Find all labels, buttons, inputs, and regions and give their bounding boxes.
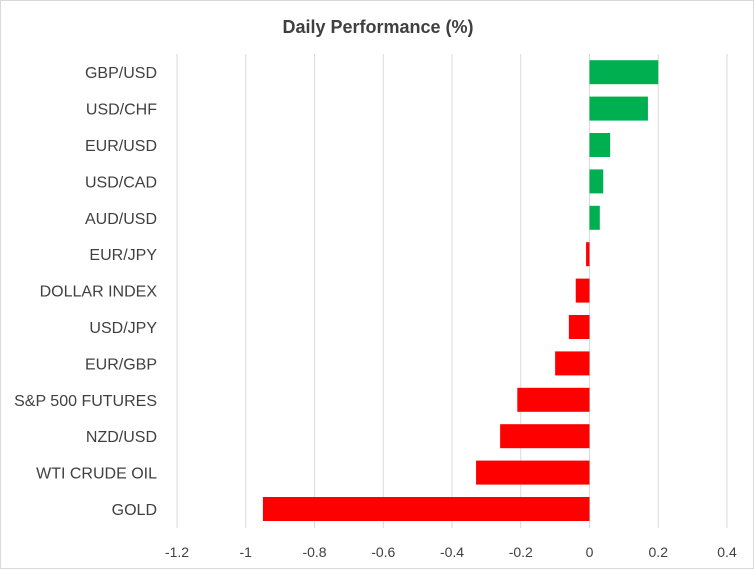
category-label: USD/CHF — [86, 102, 157, 119]
category-label: NZD/USD — [86, 429, 157, 446]
category-label: AUD/USD — [85, 211, 157, 228]
bar — [262, 497, 590, 521]
bar — [589, 205, 600, 230]
x-tick-label: 0 — [586, 544, 594, 560]
bar — [555, 351, 590, 376]
bar — [589, 169, 604, 194]
category-label: DOLLAR INDEX — [40, 284, 158, 301]
category-label: USD/JPY — [89, 320, 157, 337]
bar — [476, 460, 590, 485]
x-tick-labels: -1.2 -1 -0.8 -0.6 -0.4 -0.2 0 0.2 0.4 — [165, 544, 737, 560]
x-tick-label: -0.8 — [302, 544, 326, 560]
x-tick-label: -0.4 — [440, 544, 464, 560]
bar — [586, 242, 590, 267]
bar — [517, 387, 590, 412]
bars — [262, 60, 659, 521]
category-label: S&P 500 FUTURES — [14, 393, 157, 410]
category-label: GBP/USD — [85, 65, 157, 82]
category-label: USD/CAD — [85, 174, 157, 191]
x-tick-label: -0.2 — [509, 544, 533, 560]
bar — [589, 60, 659, 85]
x-tick-label: -0.6 — [371, 544, 395, 560]
x-tick-label: -1.2 — [165, 544, 189, 560]
category-label: EUR/GBP — [85, 356, 157, 373]
bar — [575, 278, 590, 303]
gridlines — [176, 54, 728, 528]
bar — [589, 133, 611, 157]
bar — [568, 315, 590, 339]
category-labels: GBP/USD USD/CHF EUR/USD USD/CAD AUD/USD EUR/J… — [14, 65, 157, 519]
bar — [500, 424, 590, 449]
bar — [589, 96, 648, 121]
x-tick-label: 0.4 — [717, 544, 737, 560]
category-label: EUR/JPY — [89, 247, 157, 264]
category-label: WTI CRUDE OIL — [36, 466, 157, 483]
x-tick-label: -1 — [240, 544, 253, 560]
x-tick-label: 0.2 — [649, 544, 669, 560]
chart-title: Daily Performance (%) — [282, 17, 473, 37]
category-label: EUR/USD — [85, 138, 157, 155]
category-label: GOLD — [112, 502, 157, 519]
